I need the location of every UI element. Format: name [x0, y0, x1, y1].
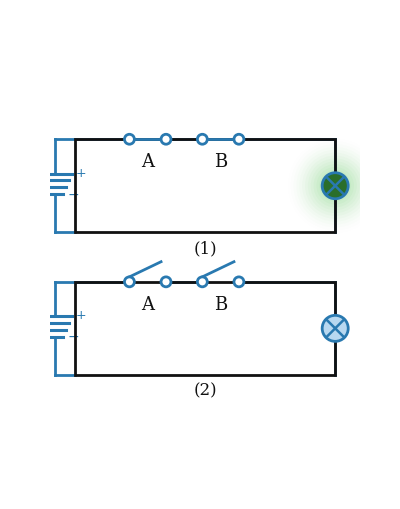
Circle shape: [197, 277, 207, 287]
Text: (2): (2): [193, 383, 217, 400]
Circle shape: [124, 134, 134, 144]
Text: −: −: [67, 188, 79, 202]
Circle shape: [124, 277, 134, 287]
Text: +: +: [76, 309, 86, 322]
Text: A: A: [141, 153, 154, 171]
Text: +: +: [76, 166, 86, 180]
Circle shape: [234, 134, 244, 144]
Circle shape: [197, 134, 207, 144]
Text: −: −: [67, 330, 79, 344]
Circle shape: [319, 170, 351, 202]
Circle shape: [161, 134, 171, 144]
Circle shape: [322, 173, 348, 199]
Circle shape: [161, 277, 171, 287]
Bar: [75, 282, 335, 375]
Circle shape: [234, 277, 244, 287]
Circle shape: [316, 167, 354, 205]
Text: B: B: [214, 153, 227, 171]
Text: (1): (1): [193, 240, 217, 257]
Circle shape: [322, 315, 348, 342]
Text: B: B: [214, 296, 227, 314]
Text: A: A: [141, 296, 154, 314]
Bar: [75, 139, 335, 232]
